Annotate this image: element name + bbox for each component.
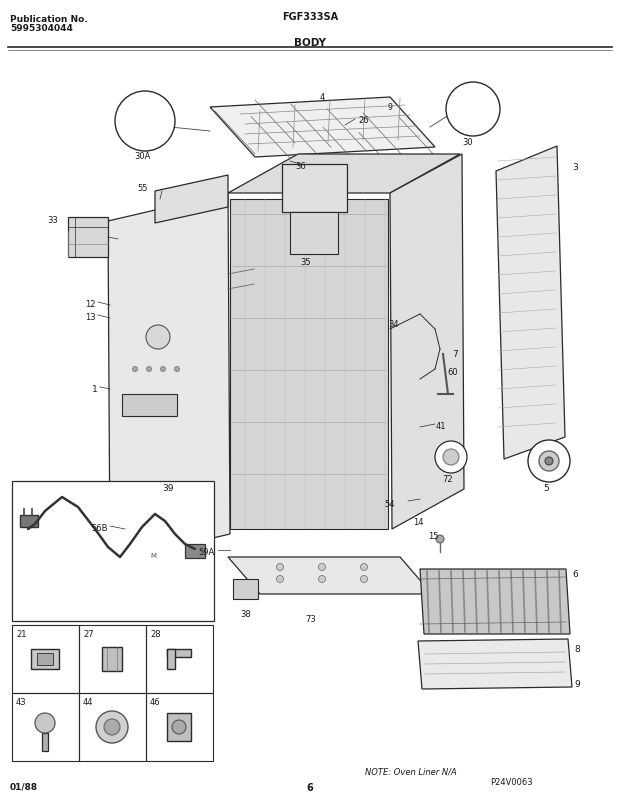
Circle shape [436, 536, 444, 544]
Circle shape [133, 367, 138, 372]
Text: 15: 15 [428, 532, 438, 540]
Bar [146, 626, 213, 693]
Bar [122, 394, 177, 417]
Bar [185, 544, 205, 558]
Bar [167, 713, 191, 741]
Bar [233, 579, 258, 599]
Text: 44: 44 [83, 697, 94, 706]
Bar [42, 733, 48, 751]
Circle shape [96, 711, 128, 743]
Text: 72: 72 [442, 475, 453, 483]
Text: BODY: BODY [294, 38, 326, 48]
Text: P24V0063: P24V0063 [490, 777, 533, 786]
Text: 5995304044: 5995304044 [10, 24, 73, 33]
Text: 01/88: 01/88 [10, 782, 38, 791]
Bar [146, 693, 213, 761]
Text: 60: 60 [447, 368, 458, 377]
Bar [31, 649, 59, 669]
Bar [102, 647, 122, 671]
Text: 6: 6 [572, 569, 578, 578]
Text: 1: 1 [92, 385, 98, 393]
Text: 36: 36 [295, 161, 306, 171]
Bar [282, 165, 347, 213]
Polygon shape [390, 155, 464, 529]
Circle shape [115, 92, 175, 152]
Text: 43: 43 [16, 697, 27, 706]
Polygon shape [155, 176, 228, 224]
Text: 35: 35 [300, 258, 311, 267]
Text: 41: 41 [436, 422, 446, 430]
Text: 21: 21 [16, 630, 27, 638]
Text: 27: 27 [83, 630, 94, 638]
Bar [68, 218, 108, 258]
Circle shape [360, 564, 368, 571]
Text: 14: 14 [413, 517, 423, 526]
Bar [167, 649, 191, 657]
Bar [12, 693, 79, 761]
Circle shape [35, 713, 55, 733]
Text: 38: 38 [240, 609, 250, 618]
Bar [20, 516, 38, 528]
Circle shape [446, 83, 500, 137]
Polygon shape [418, 639, 572, 689]
Text: Publication No.: Publication No. [10, 15, 87, 24]
Text: 55: 55 [138, 184, 148, 193]
Bar [79, 626, 146, 693]
Text: 9: 9 [388, 103, 393, 112]
Text: 12: 12 [86, 300, 96, 308]
Text: 33: 33 [47, 216, 58, 225]
Text: 3: 3 [572, 163, 578, 172]
Polygon shape [230, 200, 388, 529]
Text: 6: 6 [307, 782, 313, 792]
Text: 26: 26 [358, 116, 369, 124]
Text: 54: 54 [384, 499, 395, 508]
Circle shape [277, 564, 283, 571]
Circle shape [360, 576, 368, 583]
Text: 7: 7 [452, 349, 458, 359]
Polygon shape [228, 557, 432, 594]
Text: NOTE: Oven Liner N/A: NOTE: Oven Liner N/A [365, 767, 457, 776]
Circle shape [539, 451, 559, 471]
Circle shape [443, 450, 459, 466]
Text: FGF333SA: FGF333SA [282, 12, 338, 22]
Circle shape [319, 564, 326, 571]
Text: 59A: 59A [198, 548, 215, 556]
Text: 73: 73 [305, 614, 316, 623]
Circle shape [146, 325, 170, 349]
Text: 34: 34 [388, 320, 399, 328]
Bar [37, 653, 53, 665]
Bar [12, 482, 214, 622]
Text: 4: 4 [319, 93, 325, 102]
Text: 13: 13 [86, 312, 96, 321]
Text: 30: 30 [462, 138, 472, 147]
Circle shape [528, 441, 570, 483]
Polygon shape [210, 98, 435, 158]
Text: 39: 39 [162, 483, 174, 492]
Polygon shape [108, 194, 230, 562]
Bar [290, 213, 338, 255]
Circle shape [319, 576, 326, 583]
Text: 8: 8 [574, 644, 580, 653]
Text: 9: 9 [574, 679, 580, 688]
Bar [79, 693, 146, 761]
Bar [12, 626, 79, 693]
Circle shape [545, 458, 553, 466]
Text: 46: 46 [150, 697, 161, 706]
Text: M: M [150, 552, 156, 558]
Circle shape [174, 367, 180, 372]
Circle shape [277, 576, 283, 583]
Text: 28: 28 [150, 630, 161, 638]
Polygon shape [420, 569, 570, 634]
Circle shape [161, 367, 166, 372]
Polygon shape [496, 147, 565, 459]
Circle shape [146, 367, 151, 372]
Circle shape [104, 719, 120, 735]
Circle shape [435, 442, 467, 474]
Circle shape [172, 720, 186, 734]
Bar [167, 649, 175, 669]
Text: 5: 5 [543, 483, 549, 492]
Text: 30A: 30A [134, 152, 151, 161]
Text: 56B: 56B [92, 524, 108, 532]
Polygon shape [228, 155, 460, 194]
